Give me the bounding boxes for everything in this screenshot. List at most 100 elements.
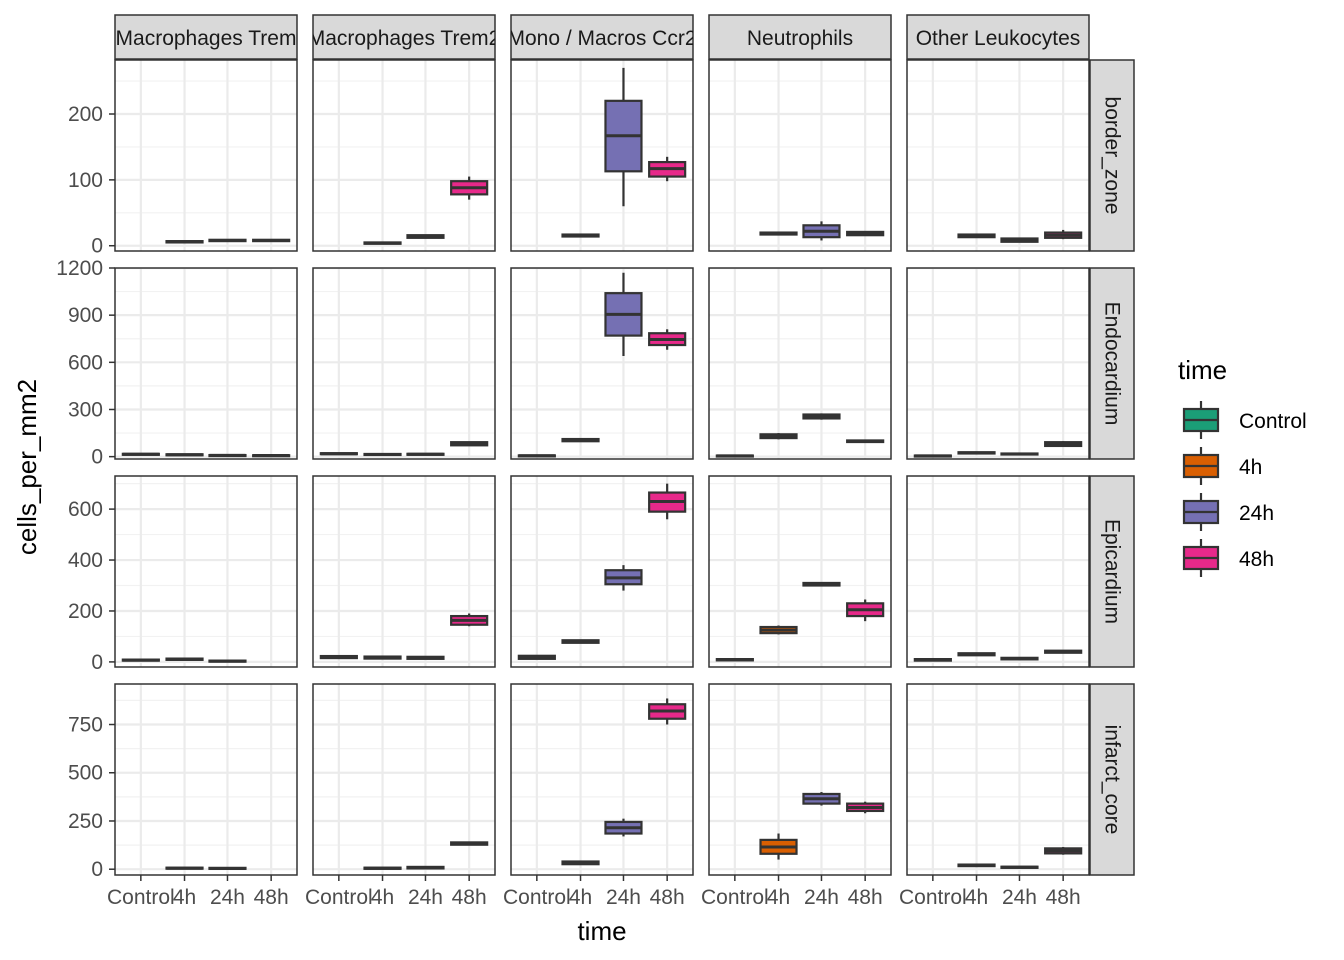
boxplot-24h: [1000, 237, 1039, 243]
panel-1-4: [906, 267, 1090, 460]
col-strip-background: [708, 14, 892, 60]
boxplot-Control: [517, 454, 556, 458]
panel-content: [907, 60, 1089, 251]
panel-content: [115, 476, 297, 667]
boxplot-48h: [846, 230, 885, 237]
panel-background: [511, 268, 693, 459]
panel-border: [708, 683, 892, 876]
panel-border: [906, 59, 1090, 252]
col-strip-1: Macrophages Trem2: [308, 14, 501, 60]
x-tick-label: 4h: [965, 886, 988, 909]
boxplot-48h: [846, 801, 885, 814]
panel-border: [510, 475, 694, 668]
col-strip-background: [510, 14, 694, 60]
panels-layer: [114, 59, 1090, 876]
panel-0-1: [312, 59, 496, 252]
x-axis-title: time: [577, 916, 626, 946]
panel-background: [115, 476, 297, 667]
boxplot-Control: [913, 454, 952, 458]
panel-border: [708, 59, 892, 252]
x-tick-label: Control: [503, 886, 571, 909]
panel-border: [312, 475, 496, 668]
boxplot-4h: [957, 451, 996, 455]
panel-border: [906, 475, 1090, 668]
panel-1-3: [708, 267, 892, 460]
panel-1-0: [114, 267, 298, 460]
panel-content: [709, 60, 891, 251]
panel-background: [907, 268, 1089, 459]
boxplot-Control: [121, 452, 160, 456]
boxplot-Control: [913, 658, 952, 662]
boxplot-48h: [450, 613, 489, 627]
boxplot-4h: [363, 241, 402, 245]
boxplot-24h: [406, 655, 445, 660]
legend-label: 48h: [1239, 548, 1274, 571]
panel-border: [708, 267, 892, 460]
panel-background: [907, 476, 1089, 667]
y-tick-label: 400: [68, 549, 103, 572]
panel-background: [313, 684, 495, 875]
boxplot-4h: [957, 863, 996, 868]
legend-key-48h: 48h: [1182, 539, 1274, 577]
panel-content: [511, 268, 693, 459]
panel-content: [115, 684, 297, 875]
row-strip-2: Epicardium: [1089, 475, 1135, 668]
panel-content: [511, 684, 693, 875]
boxplot-Control: [121, 658, 160, 662]
boxplot-4h: [561, 639, 600, 644]
legend-label: 24h: [1239, 502, 1274, 525]
panel-border: [906, 267, 1090, 460]
panel-border: [510, 683, 694, 876]
boxplot-4h: [957, 233, 996, 239]
panel-background: [313, 60, 495, 251]
panel-2-2: [510, 475, 694, 668]
col-strip-label: Macrophages Trem2: [308, 27, 501, 50]
panel-background: [709, 268, 891, 459]
panel-2-0: [114, 475, 298, 668]
y-tick-label: 900: [68, 304, 103, 327]
row-strip-label: border_zone: [1101, 97, 1124, 215]
panel-content: [907, 268, 1089, 459]
y-tick-label: 0: [91, 858, 103, 881]
legend-label: Control: [1239, 410, 1307, 433]
panel-content: [709, 268, 891, 459]
y-tick-label: 200: [68, 103, 103, 126]
x-tick-label: Control: [107, 886, 175, 909]
boxplot-24h: [802, 792, 841, 806]
panel-background: [709, 60, 891, 251]
x-tick-label: Control: [701, 886, 769, 909]
panel-content: [907, 476, 1089, 667]
boxplot-24h: [1000, 452, 1039, 456]
col-strip-label: Neutrophils: [747, 27, 853, 50]
boxplot-Control: [319, 452, 358, 456]
panel-content: [709, 684, 891, 875]
y-tick-label: 200: [68, 600, 103, 623]
boxplot-48h: [1044, 441, 1083, 448]
boxplot-24h: [802, 221, 841, 241]
panel-content: [115, 268, 297, 459]
boxplot-Control: [715, 454, 754, 458]
row-strip-background: [1089, 59, 1135, 252]
boxplot-48h: [648, 698, 687, 725]
boxplot-24h: [208, 659, 247, 663]
x-tick-label: 4h: [767, 886, 790, 909]
panel-background: [115, 60, 297, 251]
panel-0-2: [510, 59, 694, 252]
row-strip-label: Epicardium: [1101, 519, 1124, 624]
boxplot-4h: [561, 437, 600, 443]
col-strip-label: Mono / Macros Ccr2: [507, 27, 696, 50]
boxplot-24h: [1000, 656, 1039, 661]
y-tick-label: 0: [91, 651, 103, 674]
panel-background: [709, 684, 891, 875]
x-tick-label: 24h: [1002, 886, 1037, 909]
panel-0-3: [708, 59, 892, 252]
y-tick-label: 500: [68, 762, 103, 785]
panel-2-4: [906, 475, 1090, 668]
boxplot-24h: [604, 272, 643, 357]
boxplot-48h: [450, 841, 489, 846]
row-strip-3: infarct_core: [1089, 683, 1135, 876]
col-strip-background: [312, 14, 496, 60]
boxplot-4h: [561, 860, 600, 866]
x-tick-label: 48h: [650, 886, 685, 909]
boxplot-24h: [208, 866, 247, 870]
